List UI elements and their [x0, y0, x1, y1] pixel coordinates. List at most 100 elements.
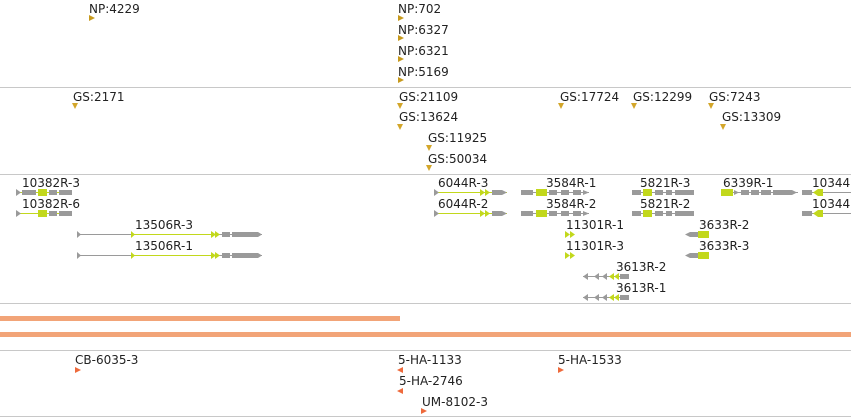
gs-label: GS:2171: [73, 90, 125, 104]
ha-label: 5-HA-2746: [399, 374, 463, 388]
gs-feature[interactable]: GS:12299: [631, 90, 692, 109]
transcript-label: 10382R-6: [22, 197, 80, 211]
ha-feature[interactable]: 5-HA-1133: [397, 353, 462, 373]
coverage-bar: [0, 332, 851, 337]
gene-model: [632, 210, 694, 217]
gs-label: GS:21109: [399, 90, 458, 104]
gene-model: [685, 252, 709, 259]
transcript[interactable]: 6044R-3: [434, 176, 507, 196]
ha-feature[interactable]: CB-6035-3: [75, 353, 138, 373]
transcript[interactable]: 3584R-2: [521, 197, 596, 217]
ha-label: 5-HA-1133: [398, 353, 462, 367]
gene-model: [721, 189, 798, 196]
gs-feature[interactable]: GS:2171: [72, 90, 125, 109]
transcript[interactable]: 11301R-3: [565, 239, 624, 259]
transcript[interactable]: 3633R-3: [685, 239, 749, 259]
gs-feature[interactable]: GS:17724: [558, 90, 619, 109]
gene-model: [583, 294, 629, 301]
np-feature[interactable]: NP:702: [398, 2, 441, 21]
transcript[interactable]: 10344: [802, 197, 851, 217]
gs-marker-icon: [426, 145, 432, 151]
gene-model: [521, 189, 589, 196]
np-marker-icon: [398, 56, 404, 62]
transcript-label: 3584R-2: [546, 197, 596, 211]
np-marker-icon: [398, 15, 404, 21]
ha-feature[interactable]: 5-HA-2746: [397, 374, 463, 394]
ha-label: UM-8102-3: [422, 395, 488, 409]
transcript[interactable]: 13506R-1: [77, 239, 262, 259]
transcript-label: 10344: [812, 176, 850, 190]
transcript[interactable]: 5821R-3: [632, 176, 694, 196]
ha-feature[interactable]: 5-HA-1533: [558, 353, 622, 373]
transcript-label: 6044R-2: [438, 197, 488, 211]
gene-model: [802, 189, 851, 196]
gs-marker-icon: [720, 124, 726, 130]
gene-model: [685, 231, 709, 238]
gs-label: GS:13309: [722, 110, 781, 124]
ha-marker-icon: [421, 408, 427, 414]
gene-model: [77, 231, 262, 238]
transcript-label: 11301R-1: [566, 218, 624, 232]
gs-feature[interactable]: GS:13309: [720, 110, 781, 130]
gs-label: GS:7243: [709, 90, 761, 104]
gs-marker-icon: [426, 165, 432, 171]
gs-label: GS:13624: [399, 110, 458, 124]
transcript[interactable]: 5821R-2: [632, 197, 694, 217]
np-feature[interactable]: NP:5169: [398, 65, 449, 83]
transcript-label: 5821R-3: [640, 176, 690, 190]
transcript-label: 11301R-3: [566, 239, 624, 253]
transcript[interactable]: 10344: [802, 176, 851, 196]
transcript[interactable]: 6044R-2: [434, 197, 507, 217]
gs-label: GS:17724: [560, 90, 619, 104]
np-feature[interactable]: NP:6327: [398, 23, 449, 41]
transcript-label: 13506R-3: [135, 218, 193, 232]
transcript-label: 10344: [812, 197, 850, 211]
transcript[interactable]: 3613R-1: [583, 281, 666, 301]
transcript[interactable]: 3613R-2: [583, 260, 666, 280]
gene-model: [802, 210, 851, 217]
np-label: NP:4229: [89, 2, 140, 16]
np-marker-icon: [398, 35, 404, 41]
ha-track: CB-6035-3 5-HA-1133 5-HA-2746 UM-8102-3 …: [75, 353, 622, 414]
transcript-label: 3584R-1: [546, 176, 596, 190]
gs-feature[interactable]: GS:13624: [397, 110, 458, 130]
np-label: NP:6321: [398, 44, 449, 58]
transcript[interactable]: 10382R-6: [16, 197, 80, 217]
gs-feature[interactable]: GS:11925: [426, 131, 487, 151]
transcript[interactable]: 10382R-3: [16, 176, 80, 196]
np-feature[interactable]: NP:6321: [398, 44, 449, 62]
gene-model: [565, 252, 575, 259]
gs-marker-icon: [708, 103, 714, 109]
gene-track: 10382R-3 10382R-6 13506R-3: [16, 176, 851, 301]
transcript[interactable]: 3584R-1: [521, 176, 596, 196]
gs-feature[interactable]: GS:50034: [426, 152, 487, 171]
gene-model: [632, 189, 694, 196]
gs-feature[interactable]: GS:7243: [708, 90, 761, 109]
ha-feature[interactable]: UM-8102-3: [421, 395, 488, 414]
transcript[interactable]: 11301R-1: [565, 218, 624, 238]
transcript-label: 3633R-3: [699, 239, 749, 253]
gs-label: GS:12299: [633, 90, 692, 104]
gs-label: GS:50034: [428, 152, 487, 166]
gene-model: [583, 273, 629, 280]
np-marker-icon: [398, 77, 404, 83]
ha-marker-icon: [397, 388, 403, 394]
ha-marker-icon: [397, 367, 403, 373]
np-feature[interactable]: NP:4229: [89, 2, 140, 21]
transcript-label: 5821R-2: [640, 197, 690, 211]
transcript[interactable]: 3633R-2: [685, 218, 749, 238]
gs-feature[interactable]: GS:21109: [397, 90, 458, 109]
gs-label: GS:11925: [428, 131, 487, 145]
transcript-label: 3613R-2: [616, 260, 666, 274]
gene-model: [77, 252, 262, 259]
transcript[interactable]: 13506R-3: [77, 218, 262, 238]
gene-model: [521, 210, 589, 217]
gs-marker-icon: [72, 103, 78, 109]
np-label: NP:5169: [398, 65, 449, 79]
transcript-label: 3613R-1: [616, 281, 666, 295]
ha-label: CB-6035-3: [75, 353, 138, 367]
transcript[interactable]: 6339R-1: [721, 176, 798, 196]
np-label: NP:702: [398, 2, 441, 16]
